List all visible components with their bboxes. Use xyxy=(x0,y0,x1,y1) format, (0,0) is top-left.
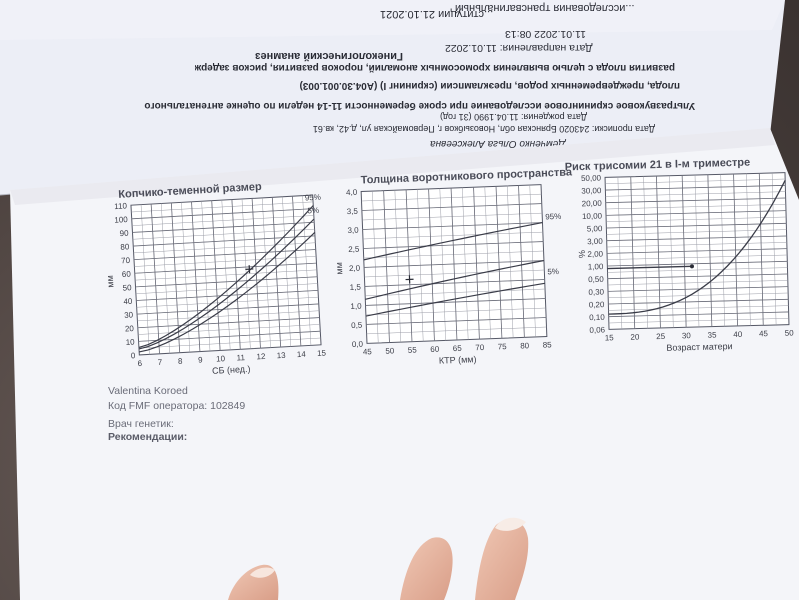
recommendations-label: Рекомендации: xyxy=(108,431,188,443)
y-tick-label: 90 xyxy=(119,229,129,239)
operator-name: Valentina Koroed xyxy=(108,385,188,397)
y-tick-label: 10,00 xyxy=(582,211,603,221)
x-tick-label: 10 xyxy=(216,354,226,364)
y-tick-label: 20 xyxy=(125,324,135,334)
y-tick-label: 70 xyxy=(121,256,131,266)
y-tick-label: 2,0 xyxy=(349,264,361,273)
y-tick-label: 30,00 xyxy=(581,186,602,196)
y-tick-label: 1,0 xyxy=(350,302,362,311)
y-tick-label: 0,0 xyxy=(352,340,364,349)
measurement-marker xyxy=(405,275,414,284)
y-tick-label: 40 xyxy=(123,297,133,307)
median-curve xyxy=(138,218,315,350)
x-tick-label: 50 xyxy=(785,328,795,337)
t21-risk-chart: 0,06 0,10 0,20 0,30 0,50 1,00 2,00 3,00 5,00 10,0… xyxy=(565,157,795,353)
x-tick-label: 15 xyxy=(605,333,615,342)
y-tick-label: 0,20 xyxy=(589,300,605,309)
x-tick-label: 60 xyxy=(430,345,440,354)
measurement-marker xyxy=(245,265,254,274)
y-tick-label: 5,00 xyxy=(587,224,603,233)
p95-curve xyxy=(138,205,314,349)
patient-risk-point xyxy=(689,264,694,269)
x-tick-label: 75 xyxy=(498,342,508,351)
p5-label: 5% xyxy=(307,206,319,216)
x-tick-label: 7 xyxy=(158,358,163,367)
y-tick-label: 50,00 xyxy=(581,173,602,183)
x-tick-label: 15 xyxy=(317,349,327,359)
x-tick-label: 12 xyxy=(256,352,266,362)
y-tick-label: 100 xyxy=(114,215,128,225)
patient-risk-line xyxy=(607,265,693,270)
p5-curve xyxy=(139,232,316,353)
x-tick-label: 11 xyxy=(236,353,245,362)
x-axis-label: КТР (мм) xyxy=(439,354,477,365)
y-tick-label: 4,0 xyxy=(346,188,358,197)
y-tick-label: 0,5 xyxy=(351,321,363,330)
x-tick-label: 65 xyxy=(453,344,463,353)
y-tick-label: 80 xyxy=(120,242,130,252)
x-tick-label: 6 xyxy=(137,359,142,368)
y-axis-label: мм xyxy=(334,262,344,275)
y-tick-label: 110 xyxy=(114,201,128,211)
x-tick-label: 85 xyxy=(543,340,553,349)
y-tick-label: 0,30 xyxy=(588,287,604,296)
y-tick-label: 0,06 xyxy=(589,325,605,334)
y-tick-label: 0,10 xyxy=(589,313,605,322)
nt-chart: 0,0 0,5 1,0 1,5 2,0 2,5 3,0 3,5 4,0 45 50 55 60 65 70 7… xyxy=(334,166,573,365)
y-tick-label: 1,5 xyxy=(350,283,362,292)
x-tick-label: 25 xyxy=(656,332,666,341)
median-curve xyxy=(365,259,545,300)
p95-label: 95% xyxy=(545,212,561,222)
x-tick-label: 45 xyxy=(363,347,373,356)
y-tick-label: 2,5 xyxy=(348,245,360,254)
y-tick-label: 10 xyxy=(125,338,135,348)
y-tick-label: 60 xyxy=(122,269,132,279)
x-tick-label: 30 xyxy=(682,331,692,340)
y-tick-label: 50 xyxy=(122,283,132,293)
x-tick-label: 70 xyxy=(475,343,485,352)
x-axis-label: Возраст матери xyxy=(666,341,732,353)
risk-curve xyxy=(608,179,786,315)
p95-curve xyxy=(363,221,543,261)
x-tick-label: 20 xyxy=(630,333,640,342)
fmf-operator-code: Код FMF оператора: 102849 xyxy=(108,400,246,412)
y-tick-label: 3,5 xyxy=(347,207,359,216)
x-tick-label: 55 xyxy=(408,345,418,354)
geneticist-label: Врач генетик: xyxy=(108,418,174,430)
y-tick-label: 3,0 xyxy=(347,226,359,235)
chart-title: Риск трисомии 21 в I-м триместре xyxy=(565,157,751,174)
p5-curve xyxy=(365,282,545,317)
x-tick-label: 8 xyxy=(178,357,183,366)
p5-label: 5% xyxy=(547,267,559,276)
x-tick-label: 45 xyxy=(759,329,769,338)
y-tick-label: 0,50 xyxy=(588,275,604,284)
y-tick-label: 3,00 xyxy=(587,237,603,246)
y-axis-label: % xyxy=(577,250,587,258)
x-tick-label: 50 xyxy=(385,346,395,355)
y-tick-label: 2,00 xyxy=(587,249,603,258)
y-tick-label: 1,00 xyxy=(588,262,604,271)
x-tick-label: 40 xyxy=(733,330,743,339)
x-tick-label: 13 xyxy=(276,351,286,361)
x-axis-label: СБ (нед.) xyxy=(212,364,251,376)
y-tick-label: 0 xyxy=(131,351,136,360)
y-tick-label: 20,00 xyxy=(582,199,603,209)
y-tick-label: 30 xyxy=(124,310,134,320)
x-tick-label: 80 xyxy=(520,341,530,350)
x-tick-label: 14 xyxy=(297,350,307,360)
x-tick-label: 35 xyxy=(707,331,717,340)
p95-label: 95% xyxy=(305,193,321,203)
x-tick-label: 9 xyxy=(198,355,203,364)
y-axis-label: мм xyxy=(105,275,116,288)
